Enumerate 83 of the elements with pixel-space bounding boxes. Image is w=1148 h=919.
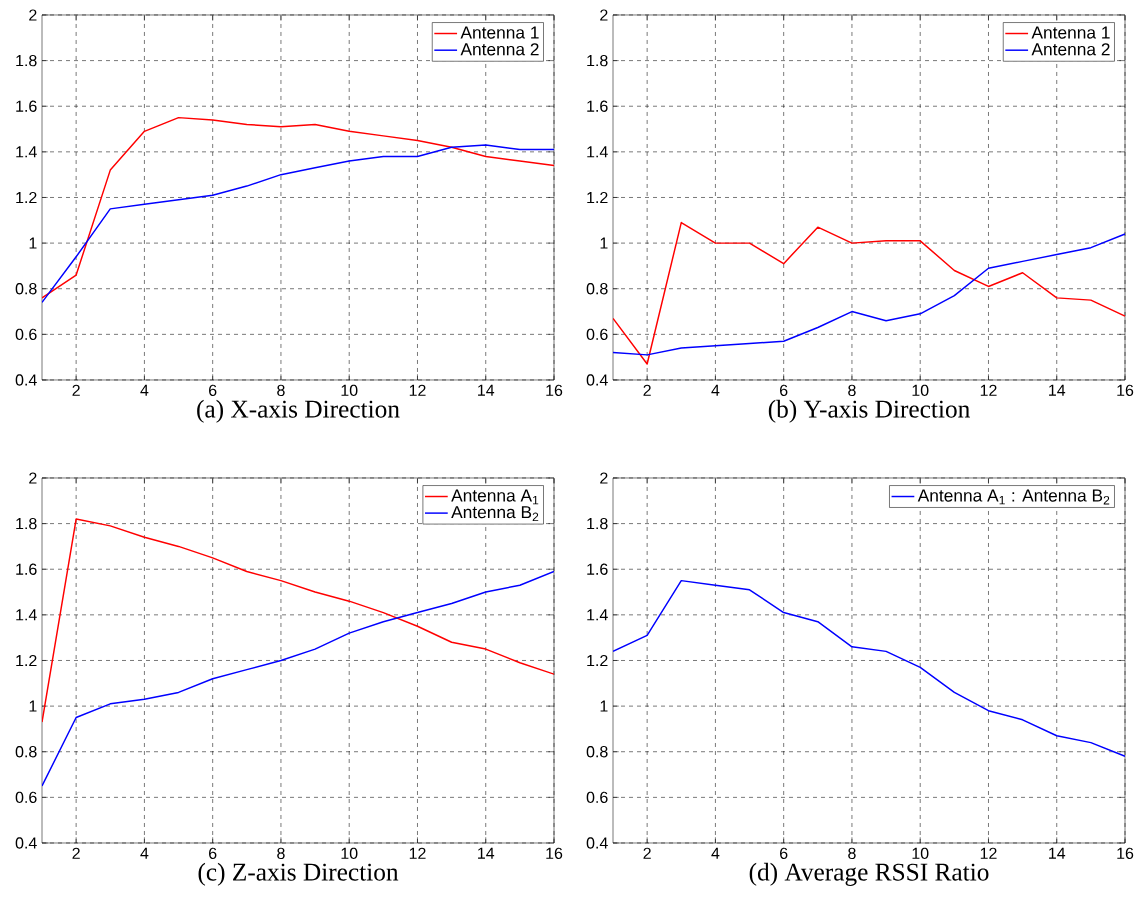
x-tick-label: 8 xyxy=(848,384,856,397)
x-tick-label: 10 xyxy=(341,847,358,860)
x-tick-label: 4 xyxy=(711,384,720,396)
x-axis-title: (b) Y-axis Direction xyxy=(768,399,970,423)
y-tick-label: 0.8 xyxy=(15,746,37,758)
legend-label: Antenna B$_{2}$ xyxy=(451,506,539,522)
x-tick-label: 2 xyxy=(643,847,651,859)
x-tick-label: 2 xyxy=(72,384,80,396)
y-tick-label: 1.4 xyxy=(587,609,608,621)
y-tick-label: 0.4 xyxy=(586,374,608,386)
y-tick-label: 0.4 xyxy=(15,374,37,386)
x-tick-label: 6 xyxy=(209,384,217,397)
y-tick-label: 0.4 xyxy=(15,837,37,849)
x-tick-label: 12 xyxy=(980,847,997,859)
x-tick-label: 12 xyxy=(409,847,426,859)
legend-label: Antenna A$_{1}$ : Antenna B$_{2}$ xyxy=(917,489,1110,505)
y-tick-label: 1 xyxy=(600,237,608,249)
line-series xyxy=(42,144,555,304)
x-tick-label: 8 xyxy=(848,847,856,860)
x-tick-label: 2 xyxy=(643,384,651,396)
y-tick-label: 1.2 xyxy=(587,191,608,204)
x-axis-title: (c) Z-axis Direction xyxy=(198,862,399,886)
line-series xyxy=(42,570,555,787)
x-axis-title: (a) X-axis Direction xyxy=(197,399,400,423)
y-tick-label: 1.6 xyxy=(587,563,608,575)
x-tick-label: 12 xyxy=(409,384,426,396)
legend-label: Antenna A$_{1}$ xyxy=(451,489,539,505)
x-tick-label: 14 xyxy=(1049,384,1066,396)
y-tick-label: 0.8 xyxy=(15,283,37,295)
y-tick-label: 2 xyxy=(600,9,608,21)
x-tick-label: 16 xyxy=(546,384,563,397)
x-tick-label: 6 xyxy=(209,847,217,860)
y-tick-label: 1.4 xyxy=(16,609,37,621)
y-tick-label: 0.6 xyxy=(15,328,37,341)
legend-label: Antenna 1 xyxy=(1031,26,1110,39)
x-tick-label: 14 xyxy=(1049,847,1066,859)
x-tick-label: 10 xyxy=(341,384,358,397)
x-tick-label: 2 xyxy=(72,847,80,859)
y-tick-label: 1 xyxy=(29,237,37,249)
x-tick-label: 10 xyxy=(912,847,929,860)
x-tick-label: 4 xyxy=(711,847,720,859)
y-tick-label: 1.6 xyxy=(16,100,37,112)
x-tick-label: 8 xyxy=(277,384,285,397)
y-tick-label: 1.2 xyxy=(16,191,37,204)
x-tick-label: 6 xyxy=(780,847,788,860)
y-tick-label: 0.8 xyxy=(586,746,608,758)
legend-label: Antenna 2 xyxy=(460,43,539,56)
legend-label: Antenna 2 xyxy=(1031,43,1110,56)
y-tick-label: 1.8 xyxy=(16,54,37,67)
y-tick-label: 1.2 xyxy=(16,654,37,667)
y-tick-label: 2 xyxy=(29,472,37,484)
y-tick-label: 1.8 xyxy=(16,517,37,530)
y-tick-label: 0.6 xyxy=(586,328,608,341)
y-tick-label: 1.6 xyxy=(16,563,37,575)
x-axis-title: (d) Average RSSI Ratio xyxy=(749,862,989,886)
x-tick-label: 4 xyxy=(140,384,149,396)
x-tick-label: 16 xyxy=(1117,847,1134,860)
y-tick-label: 0.4 xyxy=(586,837,608,849)
x-tick-label: 14 xyxy=(478,384,495,396)
y-tick-label: 1.4 xyxy=(16,146,37,158)
x-tick-label: 12 xyxy=(980,384,997,396)
y-tick-label: 0.6 xyxy=(586,791,608,804)
y-tick-label: 0.8 xyxy=(586,283,608,295)
y-tick-label: 1.8 xyxy=(587,517,608,530)
y-tick-label: 1.6 xyxy=(587,100,608,112)
line-series xyxy=(613,579,1126,758)
x-tick-label: 10 xyxy=(912,384,929,397)
y-tick-label: 1.2 xyxy=(587,654,608,667)
x-tick-label: 16 xyxy=(546,847,563,860)
y-tick-label: 0.6 xyxy=(15,791,37,804)
x-tick-label: 4 xyxy=(140,847,149,859)
x-tick-label: 6 xyxy=(780,384,788,397)
x-tick-label: 8 xyxy=(277,847,285,860)
x-tick-label: 16 xyxy=(1117,384,1134,397)
y-tick-label: 2 xyxy=(600,472,608,484)
y-tick-label: 2 xyxy=(29,9,37,21)
x-tick-label: 14 xyxy=(478,847,495,859)
line-series xyxy=(42,116,555,299)
y-tick-label: 1 xyxy=(600,700,608,712)
y-tick-label: 1 xyxy=(29,700,37,712)
y-tick-label: 1.8 xyxy=(587,54,608,67)
y-tick-label: 1.4 xyxy=(587,146,608,158)
legend-label: Antenna 1 xyxy=(460,26,539,39)
